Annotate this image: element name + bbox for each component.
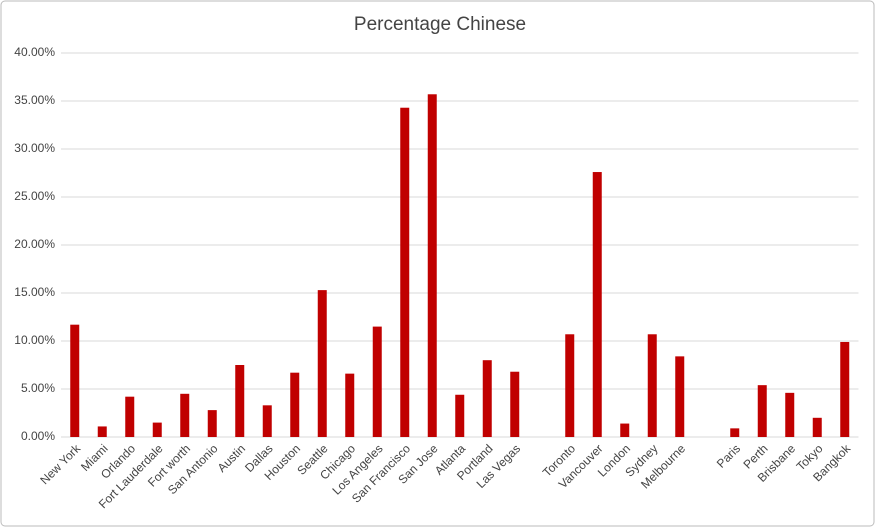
bar — [840, 341, 850, 437]
y-tick-label: 25.00% — [14, 189, 55, 203]
bar — [510, 371, 520, 437]
y-tick-label: 20.00% — [14, 237, 55, 251]
bar — [675, 356, 685, 437]
bar — [125, 396, 135, 437]
y-tick-label: 15.00% — [14, 285, 55, 299]
bar — [317, 290, 327, 437]
y-tick-label: 35.00% — [14, 93, 55, 107]
bar — [812, 417, 822, 437]
bar — [262, 405, 272, 437]
y-tick-label: 40.00% — [14, 45, 55, 59]
y-tick-label: 30.00% — [14, 141, 55, 155]
y-tick-label: 0.00% — [21, 429, 55, 443]
bar — [592, 172, 602, 438]
bar — [565, 334, 575, 437]
bar — [785, 392, 795, 437]
bar — [730, 428, 740, 437]
bar — [482, 360, 492, 437]
bar — [180, 393, 190, 437]
bar — [345, 373, 355, 437]
bar — [152, 422, 162, 437]
y-tick-label: 5.00% — [21, 381, 55, 395]
bar — [620, 423, 630, 437]
bar — [207, 410, 217, 437]
bar — [290, 372, 300, 437]
bar — [400, 107, 410, 437]
bar — [97, 426, 107, 437]
bar — [427, 94, 437, 437]
bar — [455, 394, 465, 437]
bar — [70, 324, 80, 437]
bar — [372, 326, 382, 437]
bar — [757, 385, 767, 437]
chart-title: Percentage Chinese — [354, 14, 526, 35]
bar — [647, 334, 657, 437]
y-tick-label: 10.00% — [14, 333, 55, 347]
bar — [235, 365, 245, 437]
